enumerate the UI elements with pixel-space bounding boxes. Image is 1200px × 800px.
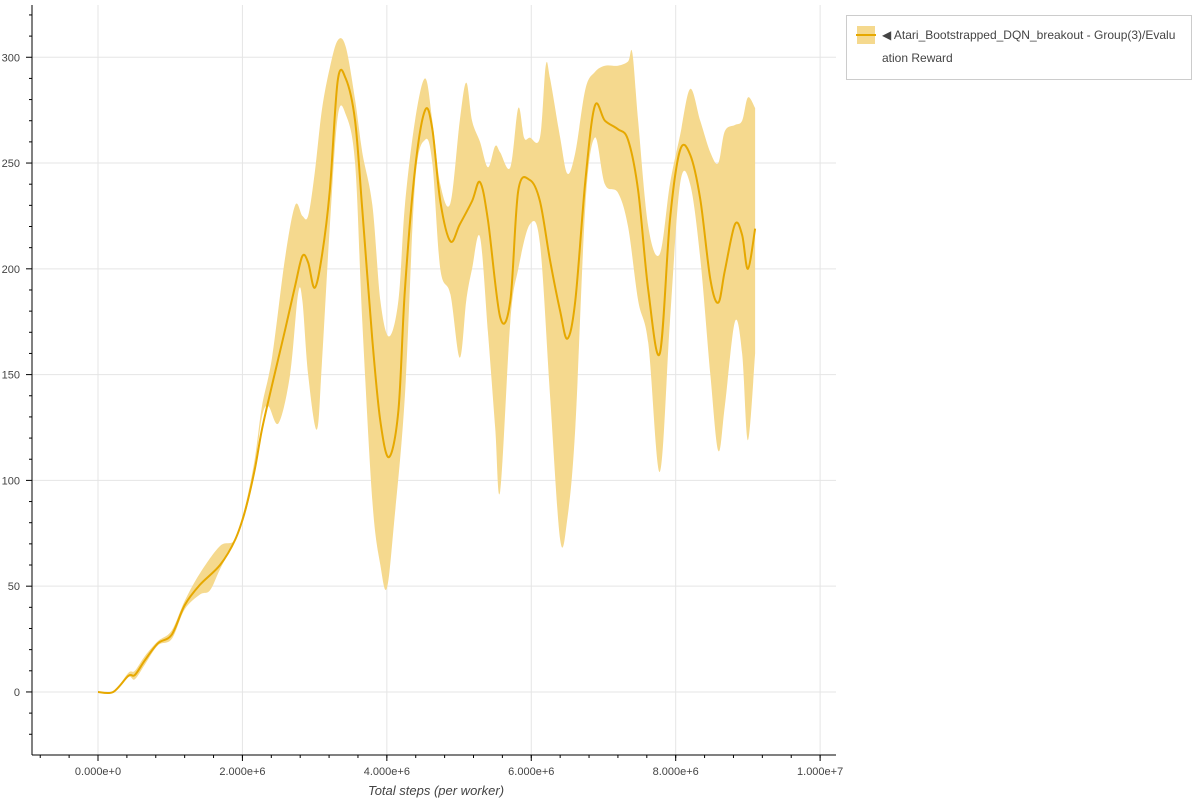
x-tick-label: 2.000e+6 — [219, 766, 265, 778]
confidence-band — [98, 38, 756, 694]
x-tick-label: 6.000e+6 — [508, 766, 554, 778]
x-tick-label: 1.000e+7 — [797, 766, 843, 778]
axes: 0.000e+0 2.000e+6 4.000e+6 6.000e+6 8.000e+6… — [2, 5, 843, 778]
y-tick-label: 0 — [14, 687, 20, 699]
y-tick-label: 300 — [2, 52, 20, 64]
legend[interactable]: ◀ Atari_Bootstrapped_DQN_breakout - Grou… — [846, 15, 1192, 80]
x-tick-label: 0.000e+0 — [75, 766, 121, 778]
y-tick-label: 200 — [2, 264, 20, 276]
y-tick-label: 100 — [2, 475, 20, 487]
mean-line — [97, 68, 757, 695]
y-tick-label: 150 — [2, 370, 20, 382]
legend-box — [846, 15, 1192, 80]
legend-label-line1[interactable]: ◀ Atari_Bootstrapped_DQN_breakout - Grou… — [882, 28, 1175, 42]
x-tick-label: 8.000e+6 — [653, 766, 699, 778]
plot-area — [97, 38, 757, 695]
y-tick-label: 250 — [2, 158, 20, 170]
y-tick-label: 50 — [8, 581, 20, 593]
x-tick-label: 4.000e+6 — [364, 766, 410, 778]
x-axis-label: Total steps (per worker) — [368, 783, 504, 798]
legend-label-line2: ation Reward — [882, 51, 953, 65]
grid — [32, 5, 836, 755]
